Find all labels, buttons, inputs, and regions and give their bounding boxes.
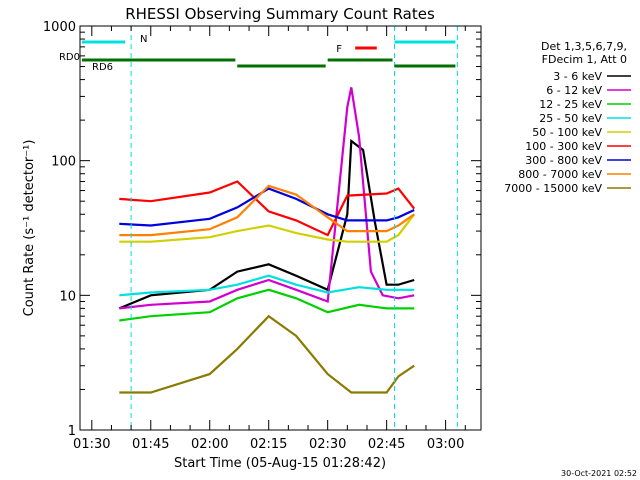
series-line-3 (119, 274, 415, 297)
footer-date: 30-Oct-2021 02:52 (561, 469, 637, 478)
x-tick-label-4: 02:30 (309, 437, 346, 452)
series-line-4 (119, 213, 416, 243)
annotation-label-rd6: RD6 (92, 62, 113, 73)
legend-entry-label-5: 100 - 300 keV (525, 140, 602, 153)
x-tick-label-1: 01:45 (132, 437, 169, 452)
y-tick-label-2: 100 (51, 155, 76, 170)
legend-entry-label-8: 7000 - 15000 keV (504, 182, 602, 195)
x-tick-label-2: 02:00 (191, 437, 228, 452)
legend-entry-label-2: 12 - 25 keV (539, 98, 602, 111)
annotation-layer: N F RD0 RD6 (59, 26, 458, 430)
series-line-5 (119, 180, 416, 237)
legend-entry-label-6: 300 - 800 keV (525, 154, 602, 167)
legend-header-0: Det 1,3,5,6,7,9, (541, 40, 627, 53)
series-line-0 (118, 138, 415, 310)
x-tick-label-0: 01:30 (73, 437, 110, 452)
series-line-1 (119, 87, 415, 310)
y-tick-label-3: 1000 (43, 20, 76, 35)
legend-entry-label-7: 800 - 7000 keV (518, 168, 602, 181)
series-line-7 (119, 184, 415, 237)
legend: Det 1,3,5,6,7,9,FDecim 1, Att 0 3 - 6 keV… (504, 40, 631, 195)
x-axis: 01:30 01:45 02:00 02:15 02:30 02:45 03:00 (73, 26, 466, 452)
legend-header-1: FDecim 1, Att 0 (542, 53, 627, 66)
x-tick-label-3: 02:15 (250, 437, 287, 452)
series-line-8 (119, 314, 415, 394)
x-tick-label-5: 02:45 (368, 437, 405, 452)
annotation-label-n: N (140, 34, 147, 45)
x-tick-label-6: 03:00 (427, 437, 464, 452)
y-tick-label-1: 10 (59, 289, 76, 304)
legend-entry-label-4: 50 - 100 keV (532, 126, 602, 139)
annotation-label-f: F (336, 44, 342, 55)
legend-entry-label-3: 25 - 50 keV (539, 112, 602, 125)
plot-frame (79, 25, 482, 431)
legend-entry-label-0: 3 - 6 keV (553, 70, 602, 83)
y-tick-label-0: 1 (68, 424, 76, 439)
y-axis-label: Count Rate (s⁻¹ detector⁻¹) (22, 140, 37, 317)
series-layer (118, 87, 416, 394)
x-axis-label: Start Time (05-Aug-15 01:28:42) (174, 456, 386, 471)
y-axis: 1 10 100 1000 (43, 20, 481, 439)
chart-title: RHESSI Observing Summary Count Rates (125, 5, 435, 23)
annotation-label-rd0: RD0 (59, 52, 80, 63)
series-line-2 (119, 288, 415, 322)
legend-entry-label-1: 6 - 12 keV (546, 84, 602, 97)
series-line-6 (119, 187, 415, 227)
